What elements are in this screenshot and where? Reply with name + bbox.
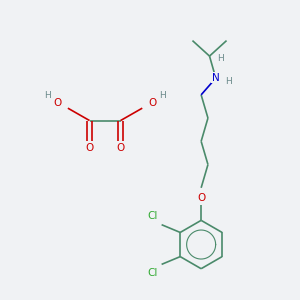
Text: N: N: [212, 73, 220, 83]
Text: H: H: [217, 54, 224, 63]
Text: O: O: [85, 143, 94, 154]
Text: H: H: [44, 91, 51, 100]
Text: O: O: [197, 193, 205, 203]
Text: H: H: [225, 77, 232, 86]
Text: O: O: [54, 98, 62, 108]
Text: H: H: [159, 91, 166, 100]
Text: O: O: [148, 98, 156, 108]
Text: Cl: Cl: [148, 268, 158, 278]
Text: O: O: [116, 143, 125, 154]
Text: Cl: Cl: [148, 211, 158, 221]
